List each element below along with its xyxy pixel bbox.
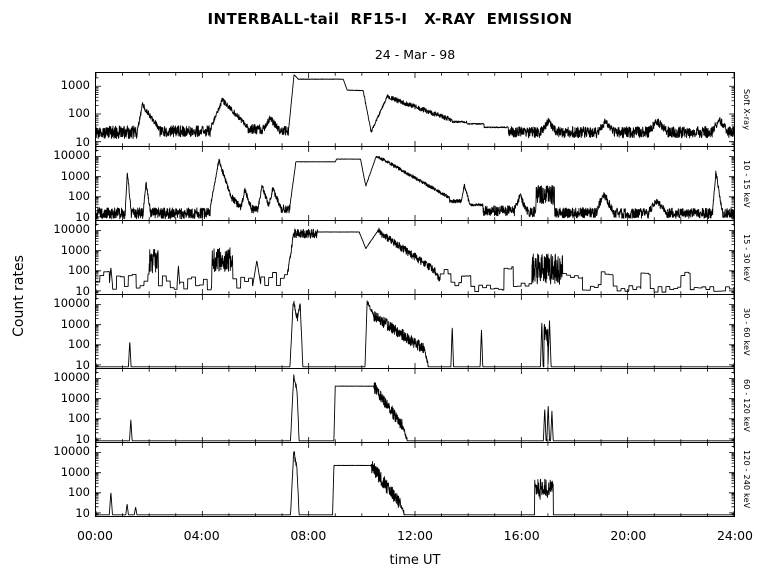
y-tick-label: 10 bbox=[75, 134, 90, 149]
panel-band-label: 120 - 240 keV bbox=[742, 450, 751, 509]
y-tick-label: 10 bbox=[75, 357, 90, 372]
panel-120-240-kev bbox=[95, 442, 735, 517]
chart-subtitle: 24 - Mar - 98 bbox=[374, 47, 456, 62]
panel-curve-canvas bbox=[96, 369, 734, 442]
panel-soft-x-ray bbox=[95, 72, 735, 147]
x-tick-label: 04:00 bbox=[183, 528, 220, 543]
panel-band-label: 60 - 120 keV bbox=[742, 378, 751, 433]
y-tick-label: 100 bbox=[68, 189, 90, 204]
y-tick-label: 10000 bbox=[53, 221, 90, 236]
y-tick-label: 100 bbox=[68, 411, 90, 426]
y-tick-label: 1000 bbox=[60, 77, 90, 92]
y-tick-label: 100 bbox=[68, 337, 90, 352]
y-tick-label: 10 bbox=[75, 505, 90, 520]
panel-30-60-kev bbox=[95, 294, 735, 369]
y-axis-label: Count rates bbox=[11, 255, 27, 337]
y-tick-label: 10 bbox=[75, 283, 90, 298]
panel-15-30-kev bbox=[95, 220, 735, 295]
y-tick-label: 100 bbox=[68, 263, 90, 278]
y-tick-label: 1000 bbox=[60, 464, 90, 479]
y-tick-label: 10 bbox=[75, 209, 90, 224]
y-tick-label: 10000 bbox=[53, 369, 90, 384]
y-tick-label: 1000 bbox=[60, 390, 90, 405]
y-tick-label: 10 bbox=[75, 431, 90, 446]
panel-10-15-kev bbox=[95, 146, 735, 221]
y-tick-label: 1000 bbox=[60, 168, 90, 183]
x-tick-label: 08:00 bbox=[290, 528, 327, 543]
panel-curve-canvas bbox=[96, 443, 734, 516]
panel-curve-canvas bbox=[96, 73, 734, 146]
panel-60-120-kev bbox=[95, 368, 735, 443]
x-tick-label: 00:00 bbox=[76, 528, 114, 543]
x-tick-label: 12:00 bbox=[396, 528, 434, 543]
panel-curve-canvas bbox=[96, 221, 734, 294]
x-tick-label: 24:00 bbox=[716, 528, 754, 543]
y-tick-label: 1000 bbox=[60, 242, 90, 257]
panel-curve-canvas bbox=[96, 295, 734, 368]
y-tick-label: 10000 bbox=[53, 295, 90, 310]
panel-band-label: 30 - 60 keV bbox=[742, 307, 751, 356]
panel-band-label: 15 - 30 keV bbox=[742, 233, 751, 282]
y-tick-label: 100 bbox=[68, 485, 90, 500]
x-tick-label: 16:00 bbox=[503, 528, 540, 543]
y-tick-label: 1000 bbox=[60, 316, 90, 331]
y-tick-label: 10000 bbox=[53, 443, 90, 458]
panel-curve-canvas bbox=[96, 147, 734, 220]
x-tick-label: 20:00 bbox=[610, 528, 647, 543]
chart-title: INTERBALL-tail RF15-I X-RAY EMISSION bbox=[207, 10, 573, 28]
y-tick-label: 10000 bbox=[53, 147, 90, 162]
panel-band-label: Soft X-ray bbox=[742, 88, 751, 131]
panel-band-label: 10 - 15 keV bbox=[742, 159, 751, 208]
x-axis-title: time UT bbox=[389, 553, 441, 568]
y-tick-label: 100 bbox=[68, 106, 90, 121]
